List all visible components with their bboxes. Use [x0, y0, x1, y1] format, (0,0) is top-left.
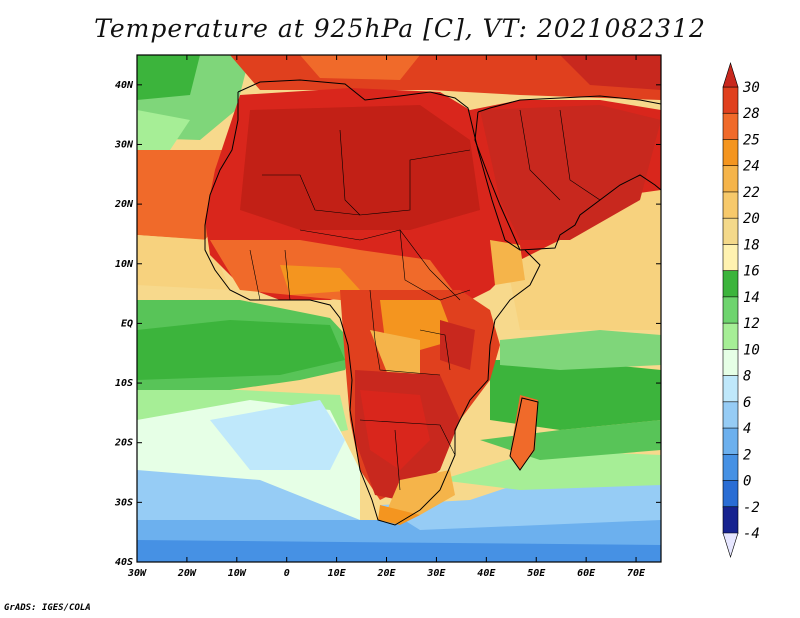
colorbar-label: 8	[743, 369, 751, 385]
colorbar-label: 28	[743, 106, 760, 122]
colorbar-label: 22	[743, 185, 760, 201]
x-tick-label: 50E	[527, 568, 546, 579]
colorbar-swatch	[722, 322, 739, 351]
colorbar-label: 30	[742, 80, 760, 96]
colorbar-label: 14	[743, 290, 760, 306]
axis-labels: 30W 20W 10W 0 10E 20E 30E 40E 50E 60E 70E 40N 30N 20N…	[114, 80, 646, 579]
y-tick-label: 20S	[114, 438, 133, 449]
colorbar-label: 18	[743, 237, 760, 253]
colorbar-swatch	[722, 427, 739, 456]
colorbar-label: 25	[743, 132, 760, 148]
colorbar-label: -4	[743, 526, 760, 542]
x-tick-label: 20W	[177, 568, 197, 579]
y-tick-label: 30S	[114, 497, 133, 508]
colorbar-swatch	[722, 453, 739, 482]
y-tick-label: 20N	[114, 199, 134, 210]
colorbar-top-triangle	[722, 61, 739, 88]
x-tick-label: 30W	[127, 568, 147, 579]
colorbar-swatch	[722, 506, 739, 534]
x-tick-label: 20E	[376, 568, 396, 579]
coastlines	[204, 79, 662, 526]
colorbar-swatch	[722, 401, 739, 429]
colorbar-swatch	[722, 480, 739, 508]
x-tick-label: 40E	[477, 568, 496, 579]
y-tick-label: 40N	[115, 80, 134, 91]
colorbar-label: 12	[743, 316, 760, 332]
colorbar-swatch	[722, 270, 739, 298]
country-borders	[249, 109, 601, 491]
y-tick-label: 40S	[115, 557, 133, 568]
colorbar-swatch	[722, 139, 739, 167]
colorbar-swatch	[722, 191, 739, 219]
colorbar-swatch	[722, 296, 739, 324]
y-tick-label: 30N	[114, 139, 134, 150]
grads-credit: GrADS: IGES/COLA	[4, 603, 91, 613]
colorbar-swatch	[722, 375, 739, 403]
colorbar-label: 0	[743, 474, 751, 490]
y-tick-label: 10N	[115, 259, 134, 270]
colorbar-swatch	[722, 217, 739, 246]
colorbar-bottom-triangle	[722, 532, 739, 559]
colorbar-swatch	[722, 349, 739, 377]
colorbar-swatch	[722, 86, 739, 115]
x-tick-label: 10E	[328, 568, 347, 579]
x-tick-label: 0	[284, 568, 290, 579]
y-tick-label: EQ	[121, 318, 133, 329]
colorbar-label: 2	[743, 447, 751, 463]
colorbar-label: 24	[743, 159, 760, 175]
y-tick-label: 10S	[115, 378, 133, 389]
colorbar-label: -2	[743, 500, 760, 516]
colorbar-label: 16	[743, 264, 760, 280]
colorbar-label: 20	[743, 211, 760, 227]
map-frame	[136, 54, 662, 563]
colorbar-label: 10	[743, 342, 760, 358]
colorbar-swatch	[722, 165, 739, 193]
colorbar-swatch	[722, 112, 739, 141]
x-tick-label: 30E	[426, 568, 446, 579]
map-title: Temperature at 925hPa [C], VT: 202108231…	[94, 14, 706, 43]
axis-ticks	[136, 55, 661, 563]
x-tick-label: 60E	[577, 568, 596, 579]
colorbar-label: 4	[743, 421, 751, 437]
temperature-field	[137, 55, 661, 562]
colorbar-swatch	[722, 244, 739, 272]
colorbar-label: 6	[743, 395, 751, 411]
x-tick-label: 10W	[228, 568, 247, 579]
x-tick-label: 70E	[627, 568, 646, 579]
